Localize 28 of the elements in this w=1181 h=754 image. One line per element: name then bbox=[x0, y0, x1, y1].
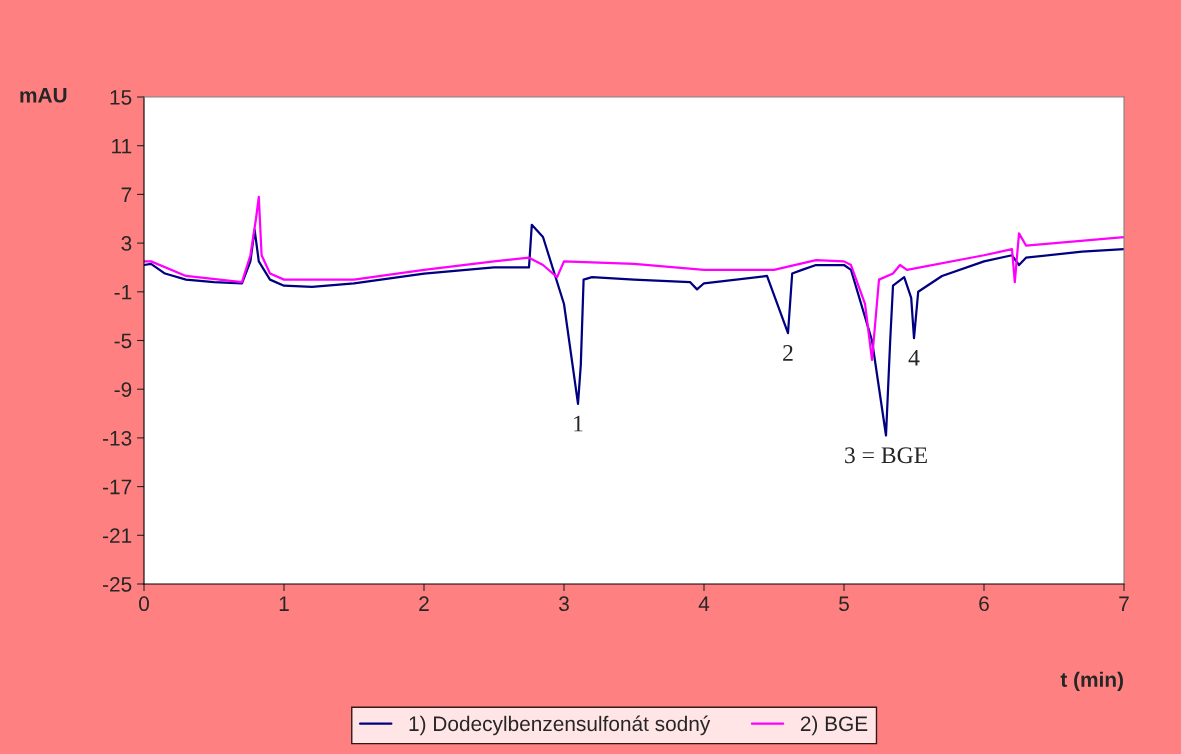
y-tick-label: 7 bbox=[121, 187, 132, 202]
legend-label: 1) Dodecylbenzensulfonát sodný bbox=[409, 715, 711, 736]
y-tick-label: -5 bbox=[114, 333, 132, 349]
y-tick-label: 11 bbox=[112, 138, 132, 154]
y-tick-label: -13 bbox=[103, 430, 132, 446]
x-tick-label: 1 bbox=[279, 596, 289, 611]
annotation: 1 bbox=[574, 415, 583, 432]
x-axis-title: t (min) bbox=[1060, 671, 1123, 692]
x-tick-label: 7 bbox=[1119, 596, 1129, 611]
x-tick-label: 5 bbox=[839, 596, 849, 612]
y-tick-label: -25 bbox=[103, 577, 132, 592]
y-axis-title: mAU bbox=[20, 88, 67, 103]
annotation: 3 = BGE bbox=[845, 447, 927, 464]
x-tick-label: 3 bbox=[559, 596, 569, 612]
y-tick-label: -1 bbox=[114, 285, 132, 300]
y-tick-label: -17 bbox=[103, 479, 132, 495]
legend-label: 2) BGE bbox=[800, 715, 868, 736]
line-series bbox=[144, 223, 1124, 437]
y-tick-label: -9 bbox=[114, 382, 132, 397]
x-tick-label: 4 bbox=[698, 596, 710, 611]
annotation: 2 bbox=[783, 345, 793, 361]
y-tick-label: 15 bbox=[110, 90, 132, 105]
x-tick-label: 6 bbox=[979, 596, 989, 612]
x-tick-label: 0 bbox=[139, 596, 149, 612]
y-tick-label: 3 bbox=[121, 236, 132, 251]
x-tick-label: 2 bbox=[419, 596, 429, 611]
annotation: 4 bbox=[908, 350, 920, 366]
y-tick-label: -21 bbox=[103, 528, 132, 543]
